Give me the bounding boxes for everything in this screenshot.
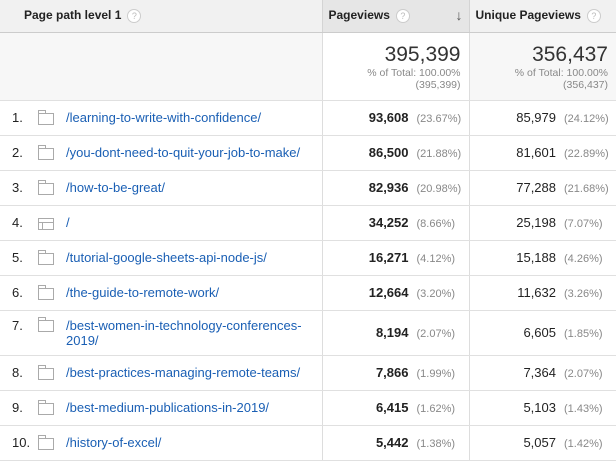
page-path-link[interactable]: /best-women-in-technology-conferences-20…: [66, 317, 302, 348]
page-path-link[interactable]: /: [66, 215, 70, 230]
summary-row: 395,399 % of Total: 100.00% (395,399) 35…: [0, 32, 616, 101]
page-path-cell: 7. /best-women-in-technology-conferences-…: [0, 310, 322, 356]
folder-icon[interactable]: [37, 364, 54, 380]
folder-icon[interactable]: [37, 317, 54, 333]
page-path-link[interactable]: /history-of-excel/: [66, 435, 162, 450]
pageviews-cell: 34,252 (8.66%): [321, 205, 469, 241]
page-path-link[interactable]: /best-medium-publications-in-2019/: [66, 400, 270, 415]
pageviews-cell: 6,415 (1.62%): [321, 390, 469, 426]
folder-icon[interactable]: [37, 179, 54, 195]
page-path-cell: 10. /history-of-excel/: [0, 425, 322, 461]
folder-icon[interactable]: [37, 249, 54, 265]
table-row: 4. / 34,252 (8.66%) 25,198 (7.07%): [0, 205, 616, 241]
page-path-link[interactable]: /you-dont-need-to-quit-your-job-to-make/: [66, 145, 301, 160]
page-path-link[interactable]: /tutorial-google-sheets-api-node-js/: [66, 250, 267, 265]
folder-icon[interactable]: [37, 144, 54, 160]
pageviews-cell: 93,608 (23.67%): [321, 100, 469, 136]
row-index: 1.: [12, 110, 23, 125]
page-path-link[interactable]: /best-practices-managing-remote-teams/: [66, 365, 301, 380]
folder-icon[interactable]: [37, 434, 54, 450]
table-row: 1. /learning-to-write-with-confidence/ 93…: [0, 100, 616, 136]
table-row: 7. /best-women-in-technology-conferences-…: [0, 310, 616, 356]
header-page-path[interactable]: Page path level 1?: [0, 0, 322, 33]
summary-pageviews: 395,399 % of Total: 100.00% (395,399): [321, 32, 469, 101]
row-index: 8.: [12, 365, 23, 380]
unique-pageviews-cell: 15,188 (4.26%): [468, 240, 616, 276]
sort-descending-icon[interactable]: ↓: [455, 7, 463, 23]
row-index: 7.: [12, 317, 23, 333]
unique-pageviews-cell: 7,364 (2.07%): [468, 355, 616, 391]
page-path-link[interactable]: /the-guide-to-remote-work/: [66, 285, 220, 300]
table-row: 8. /best-practices-managing-remote-teams/…: [0, 355, 616, 391]
table-row: 10. /history-of-excel/ 5,442 (1.38%) 5,057…: [0, 425, 616, 461]
page-path-cell: 9. /best-medium-publications-in-2019/: [0, 390, 322, 426]
page-path-cell: 4. /: [0, 205, 322, 241]
unique-pageviews-cell: 85,979 (24.12%): [468, 100, 616, 136]
pageviews-cell: 16,271 (4.12%): [321, 240, 469, 276]
row-index: 2.: [12, 145, 23, 160]
summary-unique: 356,437 % of Total: 100.00% (356,437): [468, 32, 616, 101]
page-path-cell: 6. /the-guide-to-remote-work/: [0, 275, 322, 311]
row-index: 5.: [12, 250, 23, 265]
unique-pageviews-cell: 5,057 (1.42%): [468, 425, 616, 461]
pageviews-cell: 8,194 (2.07%): [321, 310, 469, 356]
unique-pageviews-cell: 25,198 (7.07%): [468, 205, 616, 241]
summary-empty: [0, 32, 322, 101]
page-path-cell: 3. /how-to-be-great/: [0, 170, 322, 206]
table-row: 3. /how-to-be-great/ 82,936 (20.98%) 77,28…: [0, 170, 616, 206]
unique-pageviews-cell: 5,103 (1.43%): [468, 390, 616, 426]
pageviews-cell: 82,936 (20.98%): [321, 170, 469, 206]
row-index: 3.: [12, 180, 23, 195]
row-index: 4.: [12, 215, 23, 230]
unique-pageviews-cell: 6,605 (1.85%): [468, 310, 616, 356]
page-path-cell: 1. /learning-to-write-with-confidence/: [0, 100, 322, 136]
pageviews-cell: 86,500 (21.88%): [321, 135, 469, 171]
help-icon[interactable]: ?: [586, 9, 601, 24]
help-icon[interactable]: ?: [127, 9, 142, 24]
unique-pageviews-cell: 81,601 (22.89%): [468, 135, 616, 171]
page-icon[interactable]: [38, 217, 54, 230]
row-index: 6.: [12, 285, 23, 300]
page-path-link[interactable]: /how-to-be-great/: [66, 180, 165, 195]
table-row: 6. /the-guide-to-remote-work/ 12,664 (3.20…: [0, 275, 616, 311]
page-path-cell: 5. /tutorial-google-sheets-api-node-js/: [0, 240, 322, 276]
unique-pageviews-cell: 77,288 (21.68%): [468, 170, 616, 206]
folder-icon[interactable]: [37, 399, 54, 415]
header-row: Page path level 1? Pageviews? ↓ Unique Pa…: [0, 0, 616, 33]
row-index: 10.: [12, 435, 31, 450]
page-path-cell: 2. /you-dont-need-to-quit-your-job-to-mak…: [0, 135, 322, 171]
page-path-link[interactable]: /learning-to-write-with-confidence/: [66, 110, 262, 125]
header-pageviews[interactable]: Pageviews? ↓: [321, 0, 470, 33]
table-row: 9. /best-medium-publications-in-2019/ 6,4…: [0, 390, 616, 426]
row-index: 9.: [12, 400, 23, 415]
help-icon[interactable]: ?: [395, 9, 410, 24]
table-row: 5. /tutorial-google-sheets-api-node-js/ 1…: [0, 240, 616, 276]
table-row: 2. /you-dont-need-to-quit-your-job-to-mak…: [0, 135, 616, 171]
page-path-cell: 8. /best-practices-managing-remote-teams/: [0, 355, 322, 391]
unique-pageviews-cell: 11,632 (3.26%): [468, 275, 616, 311]
header-unique-pageviews[interactable]: Unique Pageviews?: [469, 0, 616, 33]
pageviews-cell: 12,664 (3.20%): [321, 275, 469, 311]
pageviews-cell: 5,442 (1.38%): [321, 425, 469, 461]
folder-icon[interactable]: [37, 109, 54, 125]
pageviews-cell: 7,866 (1.99%): [321, 355, 469, 391]
folder-icon[interactable]: [37, 284, 54, 300]
